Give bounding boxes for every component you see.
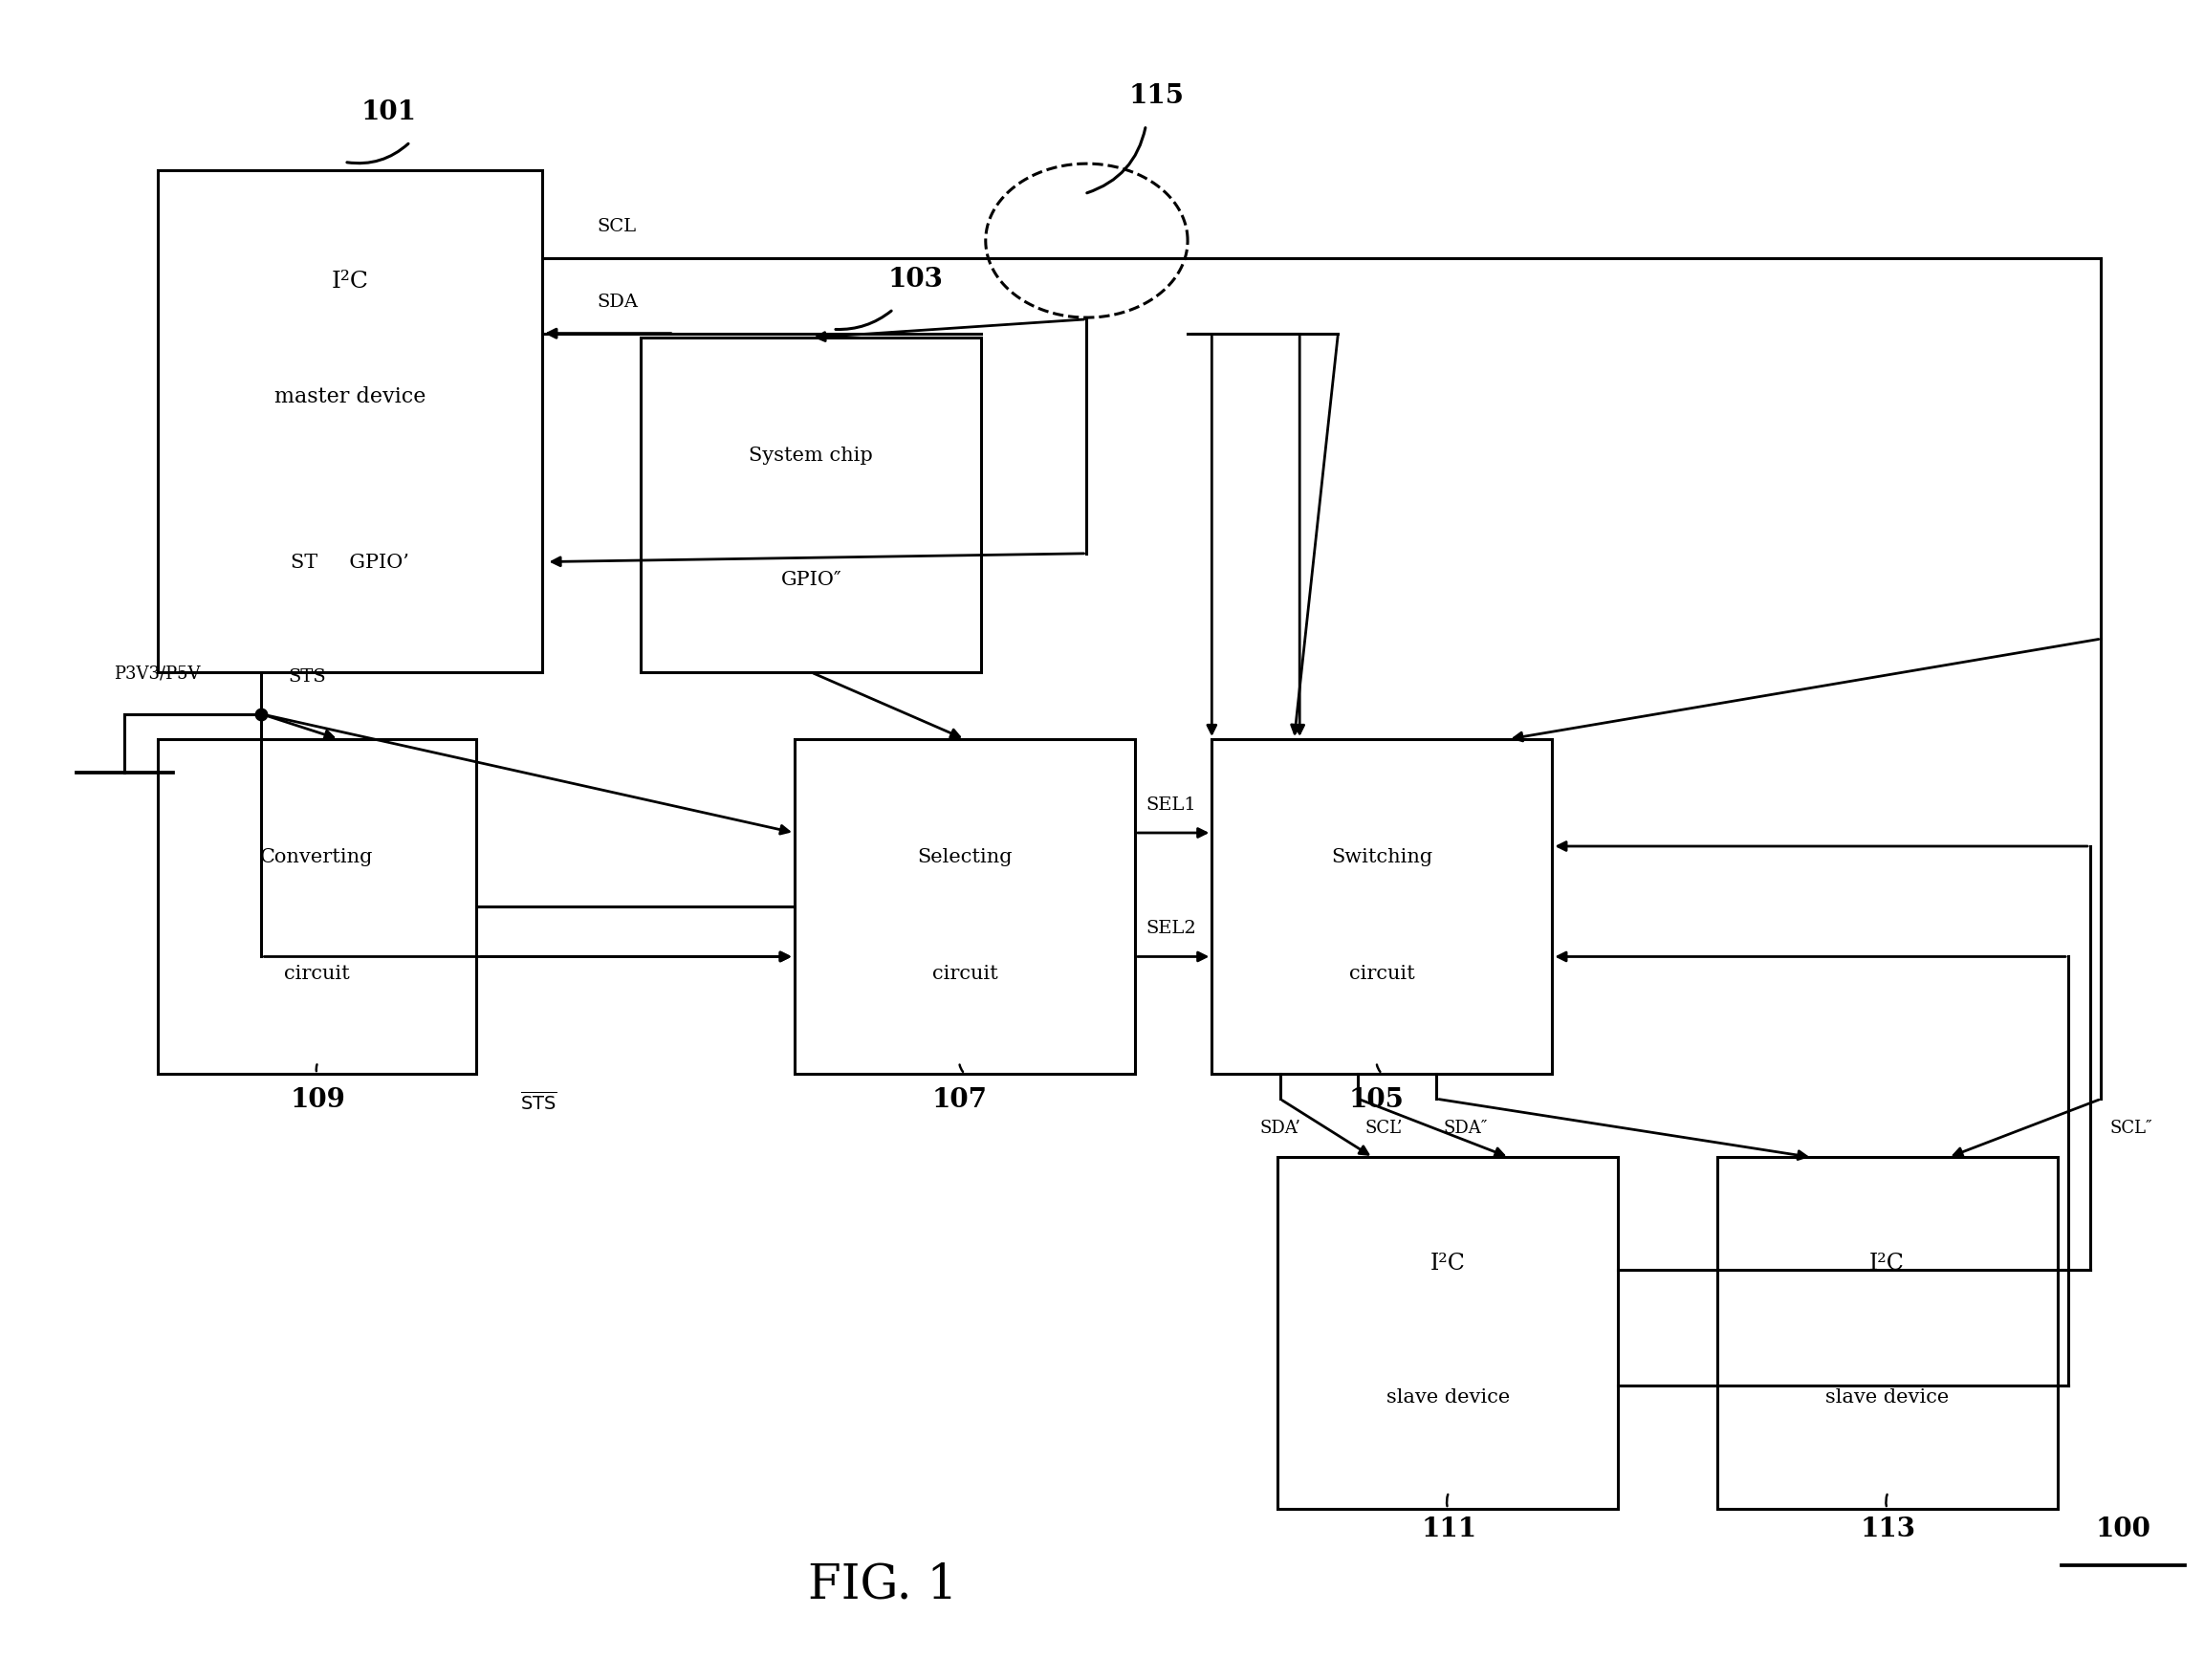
Text: 111: 111 <box>1422 1515 1477 1542</box>
Text: System chip: System chip <box>749 447 873 464</box>
Text: 107: 107 <box>932 1087 987 1112</box>
Text: SDA: SDA <box>597 294 637 311</box>
Text: ST     GPIO’: ST GPIO’ <box>291 553 410 571</box>
Bar <box>1212 739 1552 1074</box>
Text: Switching: Switching <box>1331 848 1433 865</box>
Text: SCL’: SCL’ <box>1364 1119 1402 1136</box>
Text: circuit: circuit <box>932 964 998 983</box>
Text: SEL2: SEL2 <box>1146 919 1197 937</box>
Text: SCL: SCL <box>597 218 637 235</box>
Text: GPIO″: GPIO″ <box>780 570 842 588</box>
Text: SDA’: SDA’ <box>1258 1119 1300 1136</box>
Text: slave device: slave device <box>1825 1388 1948 1406</box>
Bar <box>1717 1158 2056 1509</box>
Text: FIG. 1: FIG. 1 <box>807 1561 957 1608</box>
Bar <box>641 338 981 672</box>
Text: P3V3/P5V: P3V3/P5V <box>115 664 201 682</box>
Text: 105: 105 <box>1349 1087 1404 1112</box>
Text: $\overline{\rm STS}$: $\overline{\rm STS}$ <box>520 1090 558 1114</box>
Text: Converting: Converting <box>260 848 372 865</box>
Text: I²C: I²C <box>1430 1252 1466 1273</box>
Text: 109: 109 <box>291 1087 346 1112</box>
Text: SDA″: SDA″ <box>1444 1119 1488 1136</box>
Text: slave device: slave device <box>1386 1388 1510 1406</box>
Text: SCL″: SCL″ <box>2109 1119 2153 1136</box>
Bar <box>796 739 1135 1074</box>
Bar <box>159 171 542 672</box>
Text: STS: STS <box>289 669 326 685</box>
Text: I²C: I²C <box>331 270 368 292</box>
Bar <box>1278 1158 1618 1509</box>
Text: Selecting: Selecting <box>917 848 1012 865</box>
Bar <box>159 739 476 1074</box>
Text: 113: 113 <box>1860 1515 1915 1542</box>
Text: 100: 100 <box>2096 1515 2151 1542</box>
Text: circuit: circuit <box>1349 964 1415 983</box>
Text: I²C: I²C <box>1869 1252 1904 1273</box>
Text: 101: 101 <box>361 99 417 126</box>
Text: master device: master device <box>273 386 425 408</box>
Text: SEL1: SEL1 <box>1146 796 1197 813</box>
Text: 115: 115 <box>1128 82 1184 109</box>
Text: circuit: circuit <box>284 964 350 983</box>
Text: 103: 103 <box>888 267 943 292</box>
